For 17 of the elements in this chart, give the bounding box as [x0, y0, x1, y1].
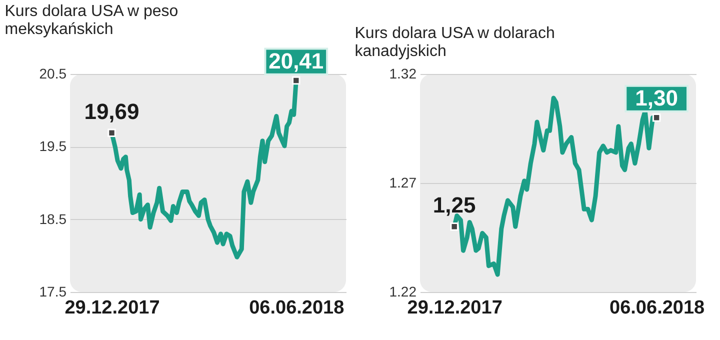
- y-tick-label: 1.22: [389, 284, 417, 300]
- annotation: 1,25: [432, 192, 476, 218]
- annotation: 1,30: [635, 86, 678, 111]
- annotation: 19,69: [84, 98, 140, 124]
- annotation: 20,41: [268, 48, 324, 74]
- chart-title: Kurs dolara USA w peso meksykańskich: [4, 2, 178, 38]
- y-tick-label: 1.32: [389, 66, 417, 82]
- y-tick-label: 20.5: [39, 66, 67, 82]
- x-tick-label: 29.12.2017: [64, 298, 160, 318]
- chart-title: Kurs dolara USA w dolarach kanadyjskich: [354, 25, 555, 60]
- y-tick-label: 17.5: [39, 284, 67, 300]
- y-tick-label: 18.5: [39, 210, 67, 227]
- y-tick-label: 19.5: [39, 138, 67, 154]
- x-tick-label: 06.06.2018: [610, 298, 705, 318]
- y-tick-label: 1.27: [389, 174, 417, 190]
- x-tick-label: 06.06.2018: [249, 298, 344, 318]
- x-tick-label: 29.12.2017: [407, 298, 502, 318]
